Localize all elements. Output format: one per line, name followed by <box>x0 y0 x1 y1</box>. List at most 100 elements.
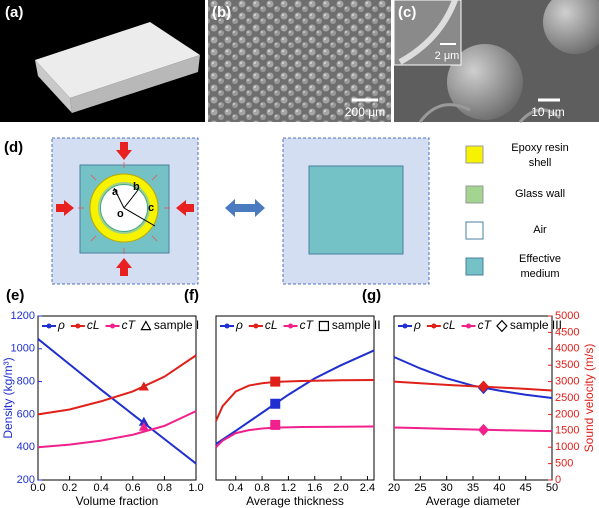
sample-marker <box>138 381 149 391</box>
legend-label: cL <box>443 318 456 332</box>
legend-swatch <box>75 323 81 329</box>
legend-marker <box>318 320 330 332</box>
x-tick-label: 1.6 <box>307 482 322 494</box>
series-line <box>215 425 375 448</box>
series-line <box>215 378 375 422</box>
plot-frame <box>37 315 197 481</box>
y2-tick-label: 2000 <box>555 408 579 420</box>
legend-label: sample II <box>332 318 381 332</box>
panel-label: (f) <box>184 287 199 304</box>
x-axis-title: Average diameter <box>426 494 521 508</box>
panel-label: (g) <box>362 287 381 304</box>
legend-label: Effective <box>519 253 561 265</box>
y2-axis-title: Sound velocity (m/s) <box>582 344 596 453</box>
y-tick-label: 600 <box>17 408 35 420</box>
legend-label: cT <box>478 318 493 332</box>
legend-label: shell <box>529 157 552 169</box>
series-line <box>393 380 553 392</box>
y-tick-label: 400 <box>17 441 35 453</box>
legend-marker <box>140 320 152 331</box>
inset-scale-bar-label: 2 μm <box>435 50 460 62</box>
photo-a: (a) <box>0 0 205 122</box>
legend-swatch <box>431 323 437 329</box>
y-axis-title: Density (kg/m³) <box>1 357 15 438</box>
sample-marker <box>270 419 281 430</box>
y2-tick-label: 3500 <box>555 359 579 371</box>
legend-swatch <box>402 323 408 329</box>
y2-tick-label: 4000 <box>555 343 579 355</box>
x-tick-label: 0.8 <box>254 482 269 494</box>
x-tick-label: 1.2 <box>281 482 296 494</box>
radius-label: b <box>133 181 140 193</box>
x-tick-label: 0.4 <box>228 482 243 494</box>
plot-frame <box>393 315 553 481</box>
y2-tick-label: 500 <box>555 458 573 470</box>
photo-b: 200 μm (b) <box>208 0 391 122</box>
x-tick-label: 1.0 <box>188 482 203 494</box>
x-tick-label: 0.2 <box>62 482 77 494</box>
legend-label: ρ <box>413 318 421 332</box>
legend-swatch <box>253 323 259 329</box>
series-line <box>393 426 553 433</box>
x-tick-label: 25 <box>414 482 426 494</box>
x-tick-label: 35 <box>467 482 479 494</box>
x-tick-label: 45 <box>520 482 532 494</box>
sample-marker <box>478 380 490 393</box>
y2-tick-label: 1000 <box>555 441 579 453</box>
plot-frame <box>215 315 375 481</box>
x-tick-label: 20 <box>388 482 400 494</box>
x-tick-label: 0.6 <box>125 482 140 494</box>
legend-label: Epoxy resin <box>511 142 568 154</box>
panel-label: (a) <box>5 4 23 21</box>
panel-label: (c) <box>398 4 416 21</box>
y2-tick-label: 0 <box>555 474 561 486</box>
legend-label: Air <box>533 224 547 236</box>
x-tick-label: 30 <box>441 482 453 494</box>
y2-tick-label: 3000 <box>555 376 579 388</box>
legend-label: cT <box>300 318 315 332</box>
scale-bar-label: 200 μm <box>345 105 385 119</box>
legend-label: ρ <box>235 318 243 332</box>
panel-label: (d) <box>4 139 23 156</box>
x-tick-label: 0.0 <box>30 482 45 494</box>
legend-label: cT <box>122 318 137 332</box>
x-tick-label: 2.4 <box>360 482 375 494</box>
sample-marker <box>138 421 149 431</box>
panel-label: (b) <box>212 4 231 21</box>
x-axis-title: Volume fraction <box>76 494 159 508</box>
legend-swatch <box>288 323 294 329</box>
photo-c: 2 μm 10 μm (c) <box>393 0 599 124</box>
y-tick-label: 1200 <box>11 310 35 322</box>
legend-label: ρ <box>57 318 65 332</box>
y2-tick-label: 5000 <box>555 310 579 322</box>
y-tick-label: 200 <box>17 474 35 486</box>
legend-label: cL <box>265 318 278 332</box>
sample-marker <box>138 416 149 426</box>
radius-label: c <box>148 202 154 214</box>
legend-label: sample I <box>154 318 199 332</box>
legend-swatch <box>466 323 472 329</box>
legend-label: cL <box>87 318 100 332</box>
series-line <box>215 349 375 445</box>
panel-label: (e) <box>6 287 24 304</box>
legend-label: sample III <box>510 318 562 332</box>
legend-swatch <box>46 323 52 329</box>
y2-tick-label: 1500 <box>555 425 579 437</box>
radius-label: a <box>112 186 119 198</box>
diagram: (d) a b c o Epoxy resin shell Glass wall… <box>4 137 569 285</box>
legend-swatch <box>110 323 116 329</box>
series-line <box>37 354 197 416</box>
legend-marker <box>496 319 508 333</box>
sample-marker <box>478 423 490 436</box>
x-tick-label: 0.8 <box>157 482 172 494</box>
legend-label: medium <box>520 268 559 280</box>
legend-swatch <box>224 323 230 329</box>
sample-marker <box>270 376 281 387</box>
series-line <box>393 356 553 399</box>
y2-tick-label: 4500 <box>555 326 579 338</box>
x-axis-title: Average thickness <box>246 494 344 508</box>
x-tick-label: 40 <box>493 482 505 494</box>
y-tick-label: 1000 <box>11 343 35 355</box>
x-tick-label: 2.0 <box>333 482 348 494</box>
